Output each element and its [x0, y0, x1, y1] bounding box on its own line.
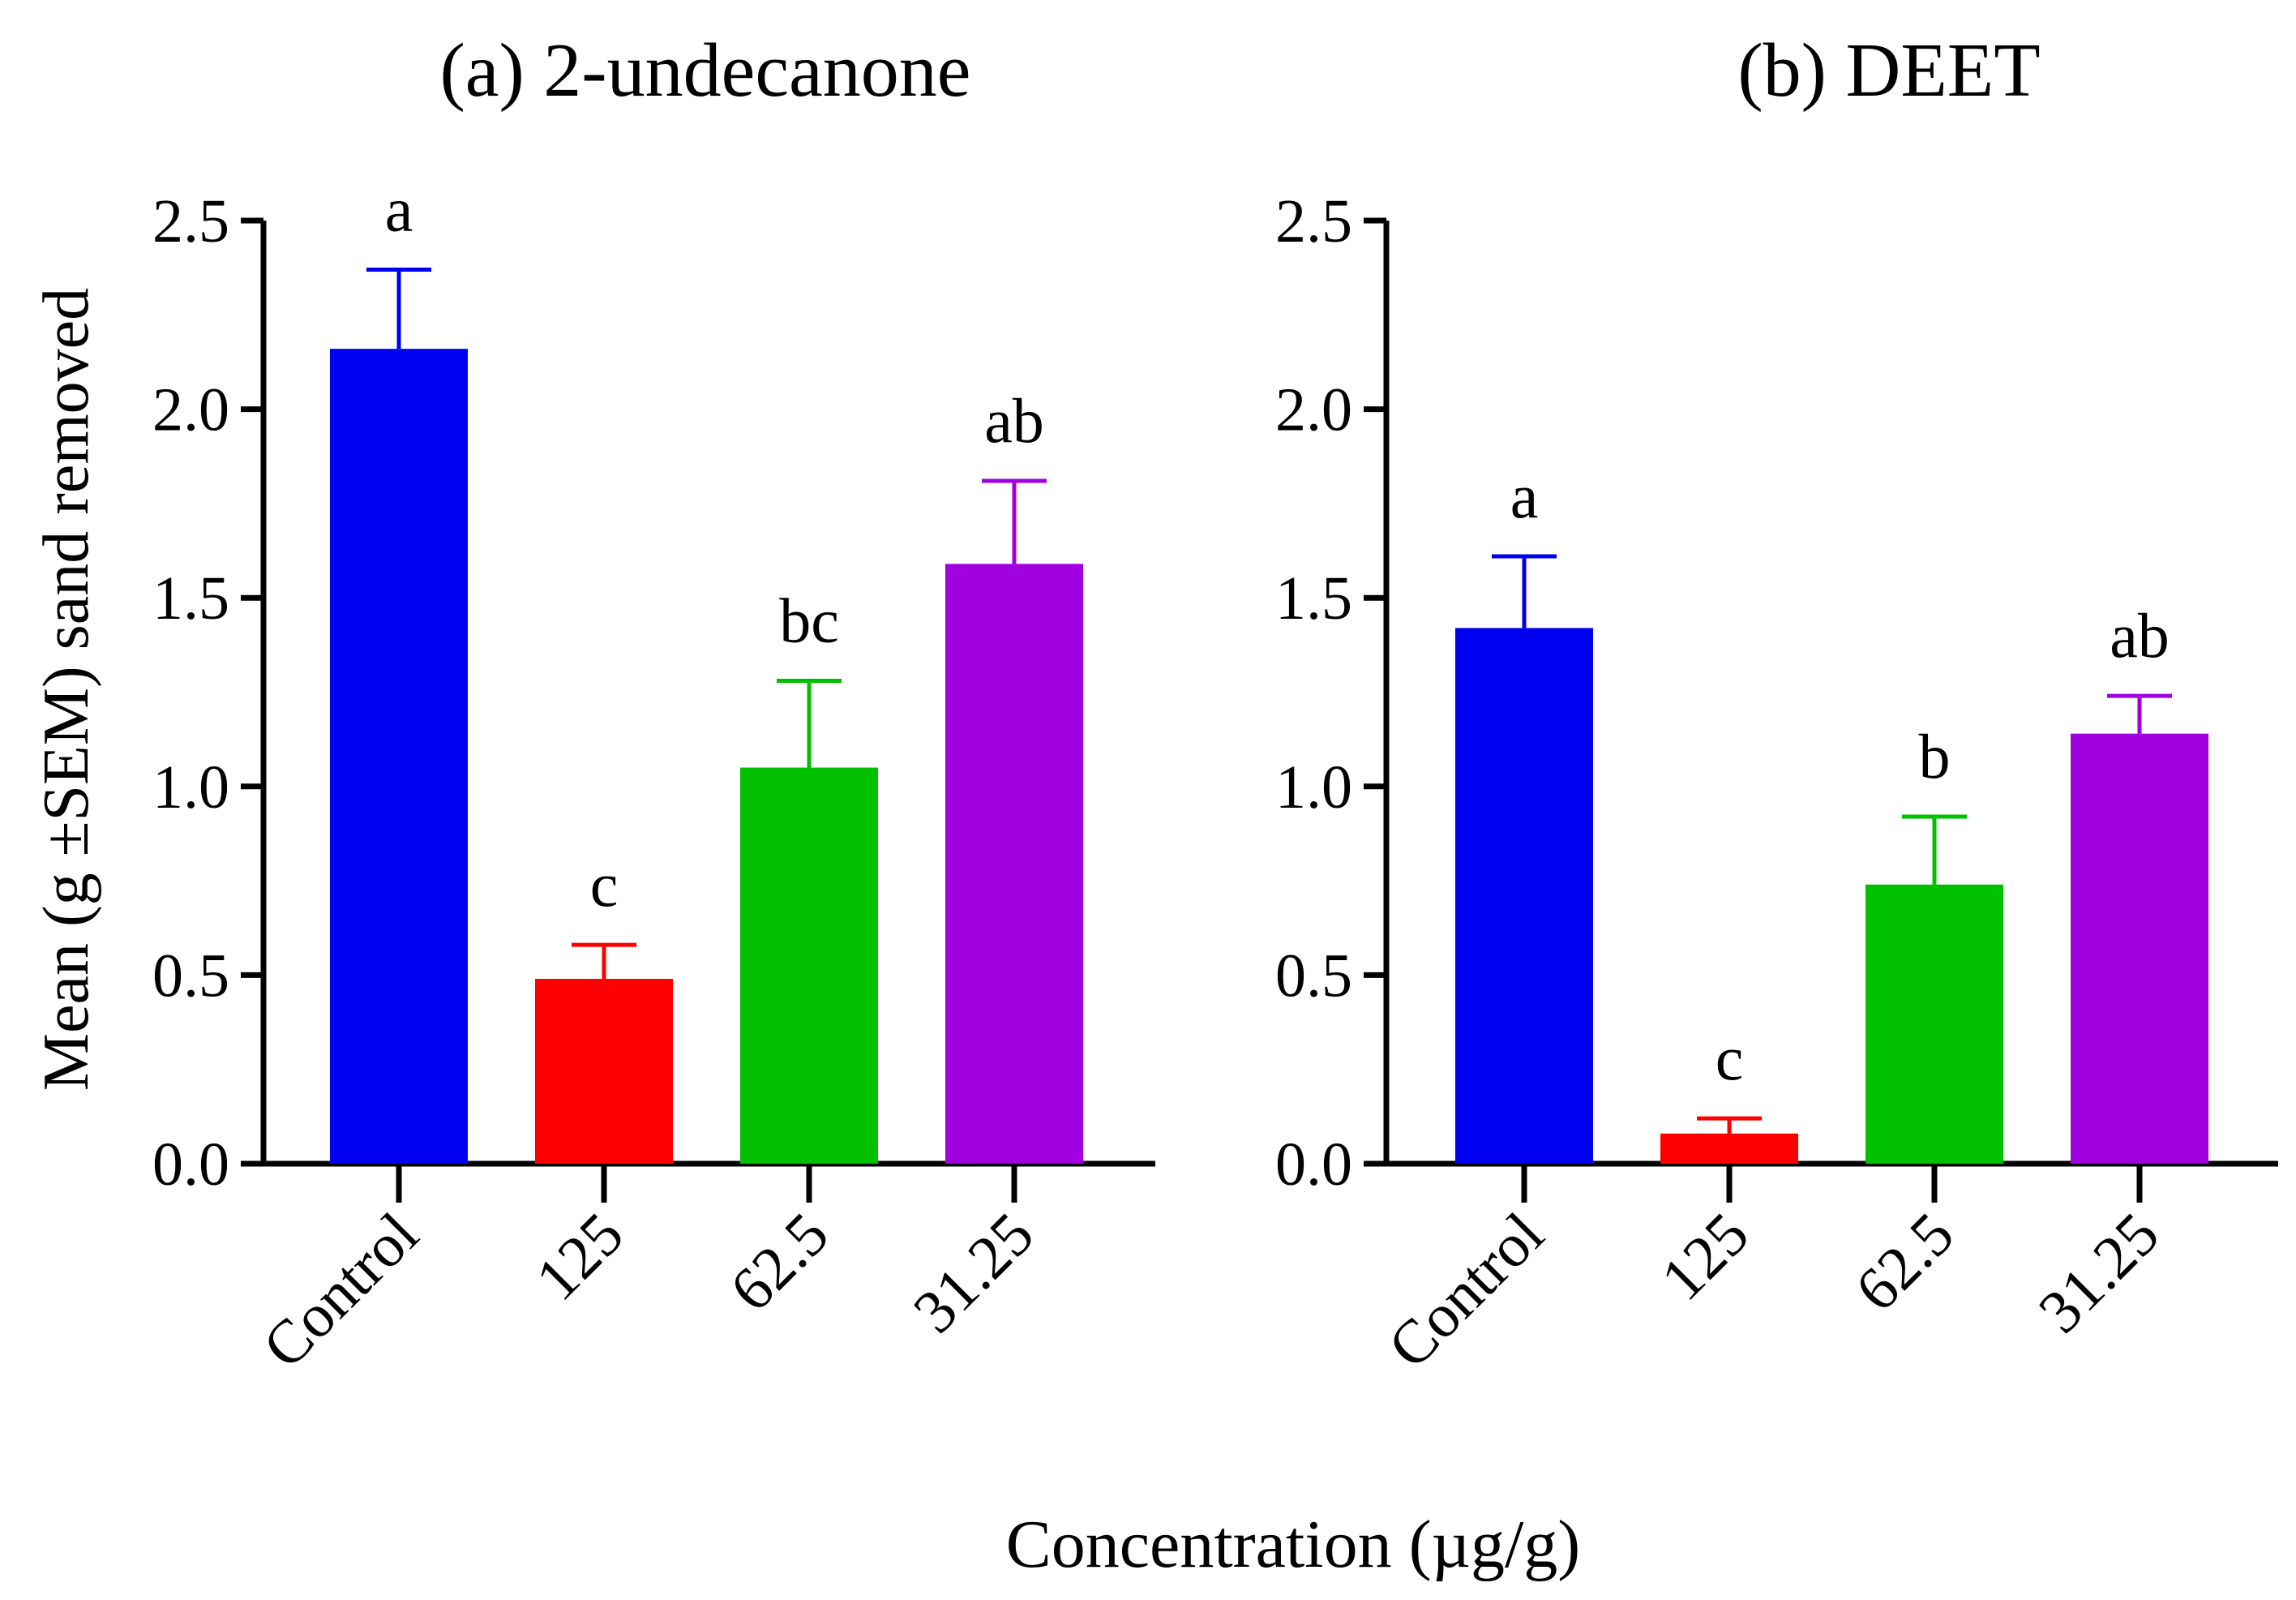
x-tick-label: Control — [1375, 1200, 1557, 1382]
significance-letter: c — [1716, 1023, 1744, 1093]
y-tick-label: 0.5 — [152, 942, 229, 1010]
bar — [535, 979, 673, 1164]
y-tick-label: 1.5 — [152, 564, 229, 633]
x-tick-label: 125 — [523, 1200, 636, 1314]
y-tick-label: 2.5 — [152, 187, 229, 255]
bar — [330, 349, 468, 1165]
panel-b: (b) DEET 0.0 0.5 1.0 1.5 2.0 2.5 a Control c 125 b 6… — [1275, 28, 2278, 1381]
y-tick-label: 1.0 — [1275, 753, 1352, 821]
panel-title: (b) DEET — [1737, 28, 2040, 113]
x-tick-label: Control — [250, 1200, 431, 1382]
y-tick-label: 0.0 — [1275, 1130, 1352, 1199]
significance-letter: a — [385, 174, 413, 244]
y-tick-label: 0.5 — [1275, 942, 1352, 1010]
significance-letter: bc — [779, 586, 839, 656]
bar — [1866, 884, 2003, 1164]
panel-a: (a) 2-undecanone 0.0 0.5 1.0 1.5 2.0 2.5 a Contr… — [152, 28, 1155, 1381]
x-tick-label: 62.5 — [718, 1200, 842, 1324]
y-tick-label: 2.0 — [152, 376, 229, 444]
y-tick-label: 0.0 — [152, 1130, 229, 1199]
x-tick-label: 125 — [1648, 1200, 1762, 1314]
bar — [740, 767, 878, 1164]
x-tick-label: 31.25 — [2026, 1200, 2172, 1346]
significance-letter: c — [590, 849, 619, 920]
bar — [1455, 628, 1593, 1164]
y-tick-label: 2.5 — [1275, 187, 1352, 255]
x-tick-label: 31.25 — [901, 1200, 1047, 1346]
y-tick-label: 1.5 — [1275, 564, 1352, 633]
y-tick-label: 2.0 — [1275, 376, 1352, 444]
significance-letter: b — [1919, 721, 1951, 791]
significance-letter: a — [1510, 461, 1539, 531]
bar — [1660, 1133, 1798, 1164]
bar — [2071, 733, 2208, 1164]
significance-letter: ab — [984, 385, 1044, 456]
y-axis-label: Mean (g ±SEM) sand removed — [31, 288, 102, 1091]
bar — [945, 564, 1083, 1164]
x-axis-label: Concentration (µg/g) — [1006, 1507, 1581, 1582]
y-tick-label: 1.0 — [152, 753, 229, 821]
x-tick-label: 62.5 — [1843, 1200, 1967, 1324]
significance-letter: ab — [2110, 600, 2170, 671]
panel-title: (a) 2-undecanone — [439, 28, 970, 113]
